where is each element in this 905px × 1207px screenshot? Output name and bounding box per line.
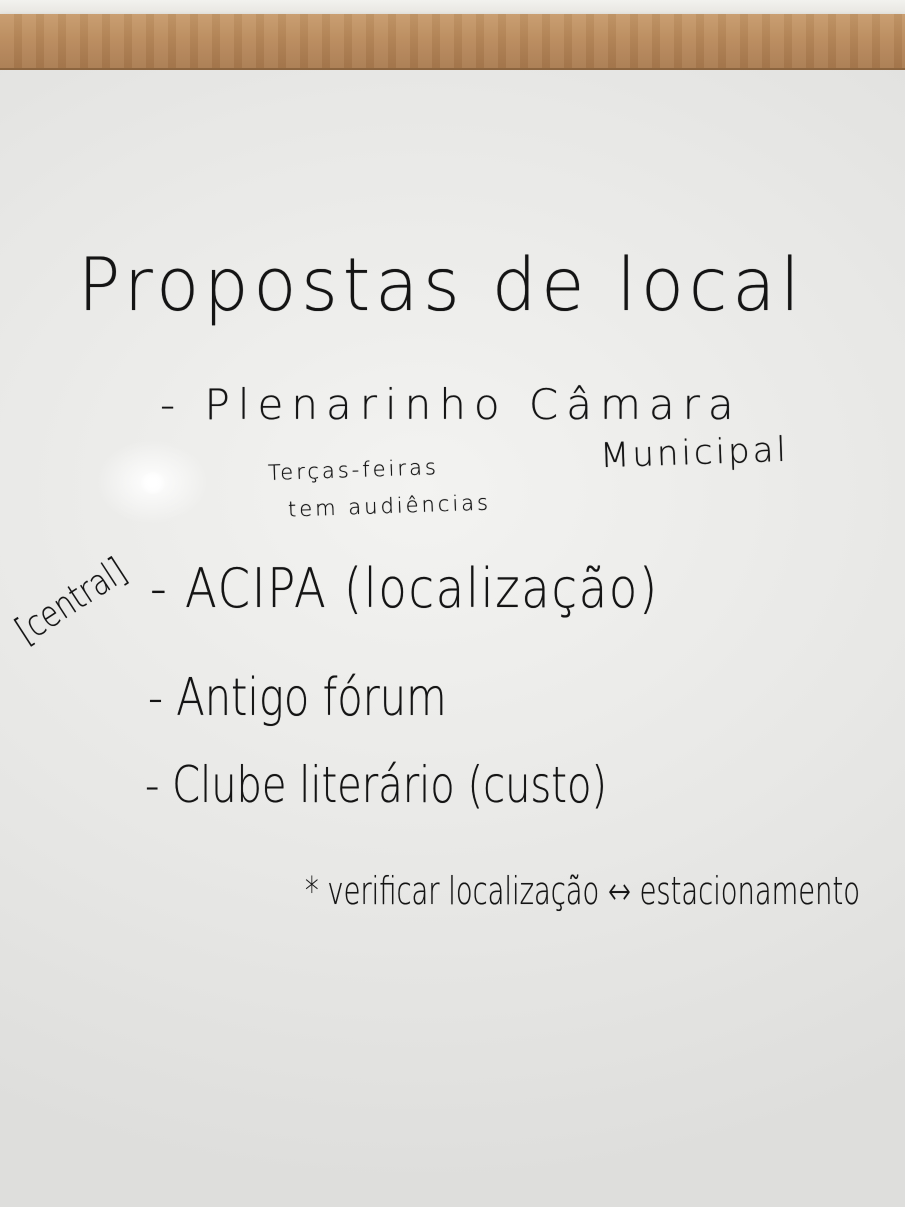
- wood-grain: [0, 14, 905, 68]
- wall: [0, 0, 905, 16]
- light-reflection: [140, 472, 166, 494]
- footer-note-verificar: * verificar localização ↔ estacionamento: [305, 869, 860, 913]
- whiteboard-title: Propostas de local: [78, 241, 805, 328]
- proposal-item-antigo-forum: - Antigo fórum: [148, 668, 447, 728]
- whiteboard-frame-top: [0, 14, 905, 70]
- proposal-item-clube-literario: - Clube literário (custo): [145, 756, 608, 814]
- proposal-item-acipa: - ACIPA (localização): [150, 557, 659, 620]
- proposal-item-plenarinho-continuation: Municipal: [599, 429, 790, 477]
- proposal-item-plenarinho: - Plenarinho Câmara: [160, 380, 742, 429]
- whiteboard-surface: [0, 70, 905, 1207]
